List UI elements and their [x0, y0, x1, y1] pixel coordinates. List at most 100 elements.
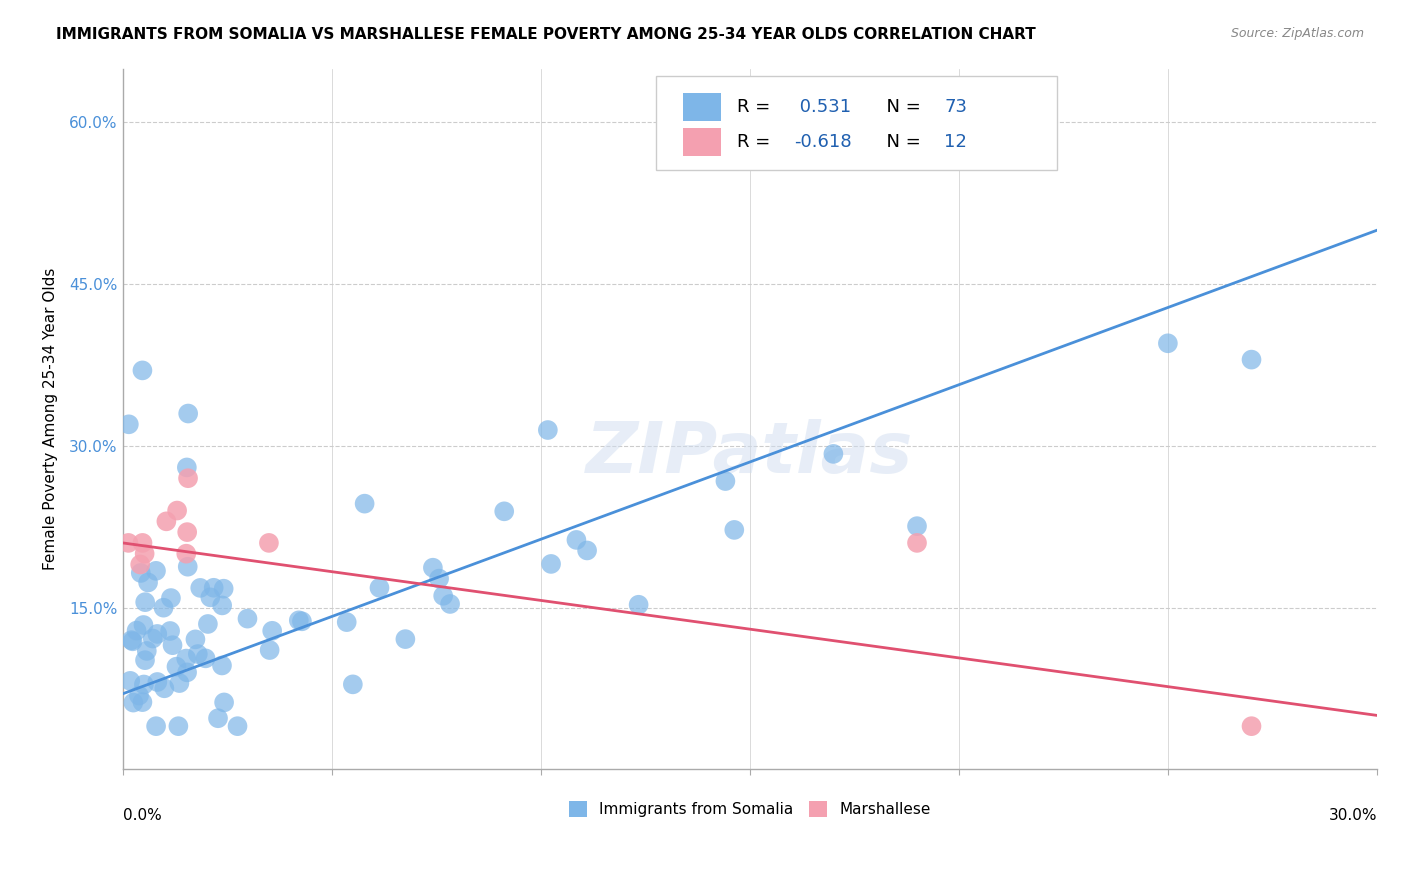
Point	[1157, 336, 1180, 351]
Point	[152, 600, 174, 615]
Point	[212, 695, 235, 709]
Point	[202, 581, 225, 595]
Point	[146, 627, 169, 641]
Point	[537, 423, 560, 437]
Point	[142, 632, 165, 646]
Point	[121, 634, 143, 648]
Point	[905, 536, 928, 550]
Point	[177, 471, 200, 485]
Point	[132, 677, 155, 691]
Point	[174, 651, 197, 665]
Point	[197, 617, 219, 632]
Point	[160, 591, 183, 605]
Point	[1240, 352, 1263, 367]
Point	[145, 564, 167, 578]
Point	[176, 665, 198, 680]
Point	[176, 525, 198, 540]
Text: 0.531: 0.531	[793, 98, 851, 116]
Text: 0.0%: 0.0%	[122, 808, 162, 822]
Point	[120, 633, 142, 648]
Y-axis label: Female Poverty Among 25-34 Year Olds: Female Poverty Among 25-34 Year Olds	[44, 268, 58, 570]
Point	[134, 653, 156, 667]
Point	[135, 644, 157, 658]
Point	[723, 523, 745, 537]
Point	[134, 547, 156, 561]
Point	[494, 504, 516, 518]
Point	[162, 638, 184, 652]
Point	[169, 676, 191, 690]
Point	[128, 689, 150, 703]
Point	[427, 572, 450, 586]
Point	[129, 558, 152, 572]
Point	[188, 581, 211, 595]
Text: N =: N =	[875, 133, 927, 151]
Text: Source: ZipAtlas.com: Source: ZipAtlas.com	[1230, 27, 1364, 40]
Text: R =: R =	[737, 98, 776, 116]
Point	[136, 575, 159, 590]
Point	[177, 559, 200, 574]
Point	[432, 589, 454, 603]
Point	[342, 677, 364, 691]
Point	[714, 474, 737, 488]
Point	[211, 599, 233, 613]
Point	[212, 582, 235, 596]
Point	[129, 566, 152, 580]
Point	[131, 695, 153, 709]
Point	[122, 696, 145, 710]
Point	[120, 673, 142, 688]
Point	[905, 519, 928, 533]
FancyBboxPatch shape	[655, 76, 1057, 170]
Point	[155, 514, 177, 528]
Point	[207, 711, 229, 725]
Point	[291, 615, 314, 629]
Text: -0.618: -0.618	[793, 133, 851, 151]
Point	[262, 624, 284, 638]
FancyBboxPatch shape	[683, 128, 721, 156]
Point	[257, 536, 280, 550]
Text: IMMIGRANTS FROM SOMALIA VS MARSHALLESE FEMALE POVERTY AMONG 25-34 YEAR OLDS CORR: IMMIGRANTS FROM SOMALIA VS MARSHALLESE F…	[56, 27, 1036, 42]
Point	[187, 647, 209, 661]
Point	[439, 597, 461, 611]
Point	[134, 595, 156, 609]
Point	[576, 543, 599, 558]
Point	[153, 681, 176, 696]
Point	[131, 536, 153, 550]
Point	[194, 651, 217, 665]
Point	[211, 658, 233, 673]
Point	[627, 598, 650, 612]
FancyBboxPatch shape	[683, 93, 721, 121]
Point	[353, 497, 375, 511]
Point	[146, 675, 169, 690]
Text: ZIPatlas: ZIPatlas	[586, 419, 914, 489]
Point	[118, 417, 141, 432]
Text: 30.0%: 30.0%	[1329, 808, 1376, 822]
Point	[132, 618, 155, 632]
Point	[174, 547, 197, 561]
Point	[422, 560, 444, 574]
Point	[117, 536, 139, 550]
Point	[166, 503, 188, 517]
Point	[200, 591, 222, 605]
Point	[159, 624, 181, 638]
Point	[236, 612, 259, 626]
Point	[167, 719, 190, 733]
Point	[336, 615, 359, 629]
Point	[166, 659, 188, 673]
Point	[394, 632, 416, 646]
Legend: Immigrants from Somalia, Marshallese: Immigrants from Somalia, Marshallese	[561, 794, 938, 825]
Point	[565, 533, 588, 547]
Text: R =: R =	[737, 133, 776, 151]
Point	[226, 719, 249, 733]
Point	[176, 460, 198, 475]
Point	[1240, 719, 1263, 733]
Point	[259, 643, 281, 657]
Point	[131, 363, 153, 377]
Text: 73: 73	[945, 98, 967, 116]
Text: 12: 12	[945, 133, 967, 151]
Point	[145, 719, 167, 733]
Point	[540, 557, 562, 571]
Point	[177, 407, 200, 421]
Point	[823, 447, 845, 461]
Point	[288, 613, 311, 627]
Point	[368, 581, 391, 595]
